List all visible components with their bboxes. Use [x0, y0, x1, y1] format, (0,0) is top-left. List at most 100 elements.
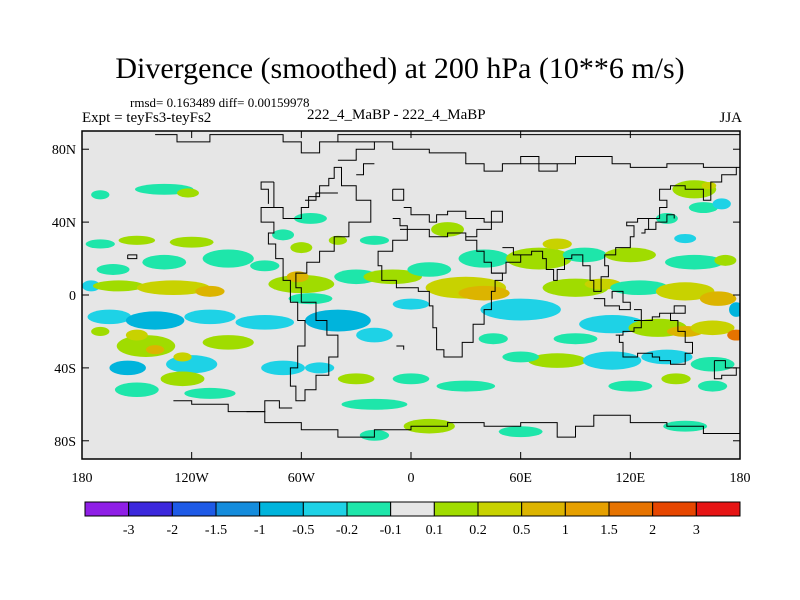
x-tick-label: 180 [730, 471, 751, 486]
divergence-blob [392, 373, 430, 385]
colorbar-label: 0.5 [513, 523, 531, 538]
divergence-blob [334, 269, 379, 285]
divergence-blob [392, 298, 430, 310]
coastline [400, 207, 492, 238]
divergence-blob [502, 351, 539, 363]
colorbar-label: -2 [166, 523, 178, 538]
colorbar-label: 3 [693, 523, 700, 538]
divergence-blob [699, 291, 737, 306]
colorbar-box [433, 501, 479, 517]
stats-label: rmsd= 0.163489 diff= 0.00159978 [130, 95, 310, 110]
colorbar: -3 -2 -1.5 -1 -0.5 -0.2 -0.1 0.1 0.2 0.5 1 1.5 2 3 [84, 501, 741, 538]
chart-title: Divergence (smoothed) at 200 hPa (10**6 … [115, 52, 685, 85]
divergence-blob [125, 311, 185, 330]
divergence-blob [85, 239, 115, 249]
y-tick-label: 80N [52, 143, 76, 158]
coastline [356, 163, 375, 176]
divergence-blob [202, 249, 254, 268]
divergence-blob [82, 280, 101, 292]
divergence-blob [610, 280, 669, 296]
divergence-blob [328, 235, 348, 245]
divergence-blob [142, 254, 187, 270]
divergence-blob [356, 327, 393, 343]
colorbar-label: -0.5 [292, 523, 314, 538]
divergence-blob [136, 280, 210, 296]
divergence-blob [125, 329, 148, 341]
divergence-blob [92, 280, 145, 292]
colorbar-box [215, 501, 261, 517]
colorbar-label: -1 [254, 523, 266, 538]
colorbar-box [608, 501, 654, 517]
experiment-label: Expt = teyFs3-teyFs2 [82, 110, 212, 126]
divergence-blob [118, 235, 156, 245]
colorbar-label: -3 [123, 523, 135, 538]
divergence-blob [116, 335, 176, 357]
coastline [155, 134, 740, 154]
colorbar-label: -0.2 [336, 523, 358, 538]
coastline [670, 305, 686, 314]
colorbar-box [128, 501, 173, 517]
divergence-blob [506, 247, 572, 270]
divergence-blob [641, 349, 693, 365]
divergence-blob [690, 320, 735, 336]
divergence-blob [688, 202, 719, 214]
divergence-blob [690, 356, 735, 372]
colorbar-label: 1 [562, 523, 569, 538]
divergence-blob [608, 380, 653, 392]
x-tick-label: 180 [72, 471, 93, 486]
x-tick-label: 120W [175, 471, 210, 486]
divergence-blob [286, 271, 309, 283]
colorbar-box [302, 501, 348, 517]
divergence-blob [542, 238, 572, 250]
divergence-blob [96, 264, 130, 275]
coastline [648, 167, 737, 219]
coastline [520, 163, 558, 172]
divergence-blob [604, 247, 656, 263]
y-axis: 80N 40N 0 40S 80S [52, 143, 740, 450]
colorbar-box [695, 501, 741, 517]
colorbar-box [521, 501, 566, 517]
coastline [490, 210, 503, 223]
divergence-blob [363, 269, 422, 285]
divergence-blob [109, 360, 146, 376]
divergence-blob [712, 198, 731, 210]
colorbar-label: 2 [649, 523, 656, 538]
coastline [127, 254, 138, 260]
divergence-blob [478, 333, 508, 345]
y-tick-label: 80S [54, 435, 76, 450]
divergence-blob [288, 293, 333, 305]
colorbar-label: 1.5 [600, 523, 618, 538]
divergence-blob [701, 182, 717, 190]
divergence-blob [294, 213, 327, 224]
case-label: 222_4_MaBP - 222_4_MaBP [307, 107, 486, 123]
colorbar-label: -0.1 [380, 523, 402, 538]
colorbar-label: -1.5 [205, 523, 227, 538]
divergence-blob [436, 380, 496, 392]
coastline [713, 360, 737, 380]
divergence-blob [184, 387, 236, 399]
y-tick-label: 40N [52, 216, 76, 231]
coastline [260, 166, 372, 402]
colorbar-box [564, 501, 610, 517]
divergence-blob [729, 302, 740, 317]
divergence-blob [562, 247, 607, 263]
divergence-blob [261, 360, 305, 376]
divergence-blob [91, 326, 110, 337]
colorbar-box [390, 501, 435, 517]
divergence-blob [407, 262, 452, 277]
divergence-blob [458, 285, 510, 301]
divergence-blob [304, 309, 371, 332]
divergence-blob [527, 353, 587, 368]
divergence-blob [665, 254, 724, 270]
coastline [260, 181, 274, 204]
divergence-blob [579, 315, 645, 334]
divergence-blob [250, 260, 280, 272]
season-label: JJA [719, 110, 742, 126]
divergence-blob [582, 351, 642, 370]
coastline [374, 141, 740, 172]
coastlines [127, 134, 740, 438]
divergence-blob [714, 254, 737, 266]
y-tick-label: 40S [54, 362, 76, 377]
divergence-blob [173, 352, 192, 362]
